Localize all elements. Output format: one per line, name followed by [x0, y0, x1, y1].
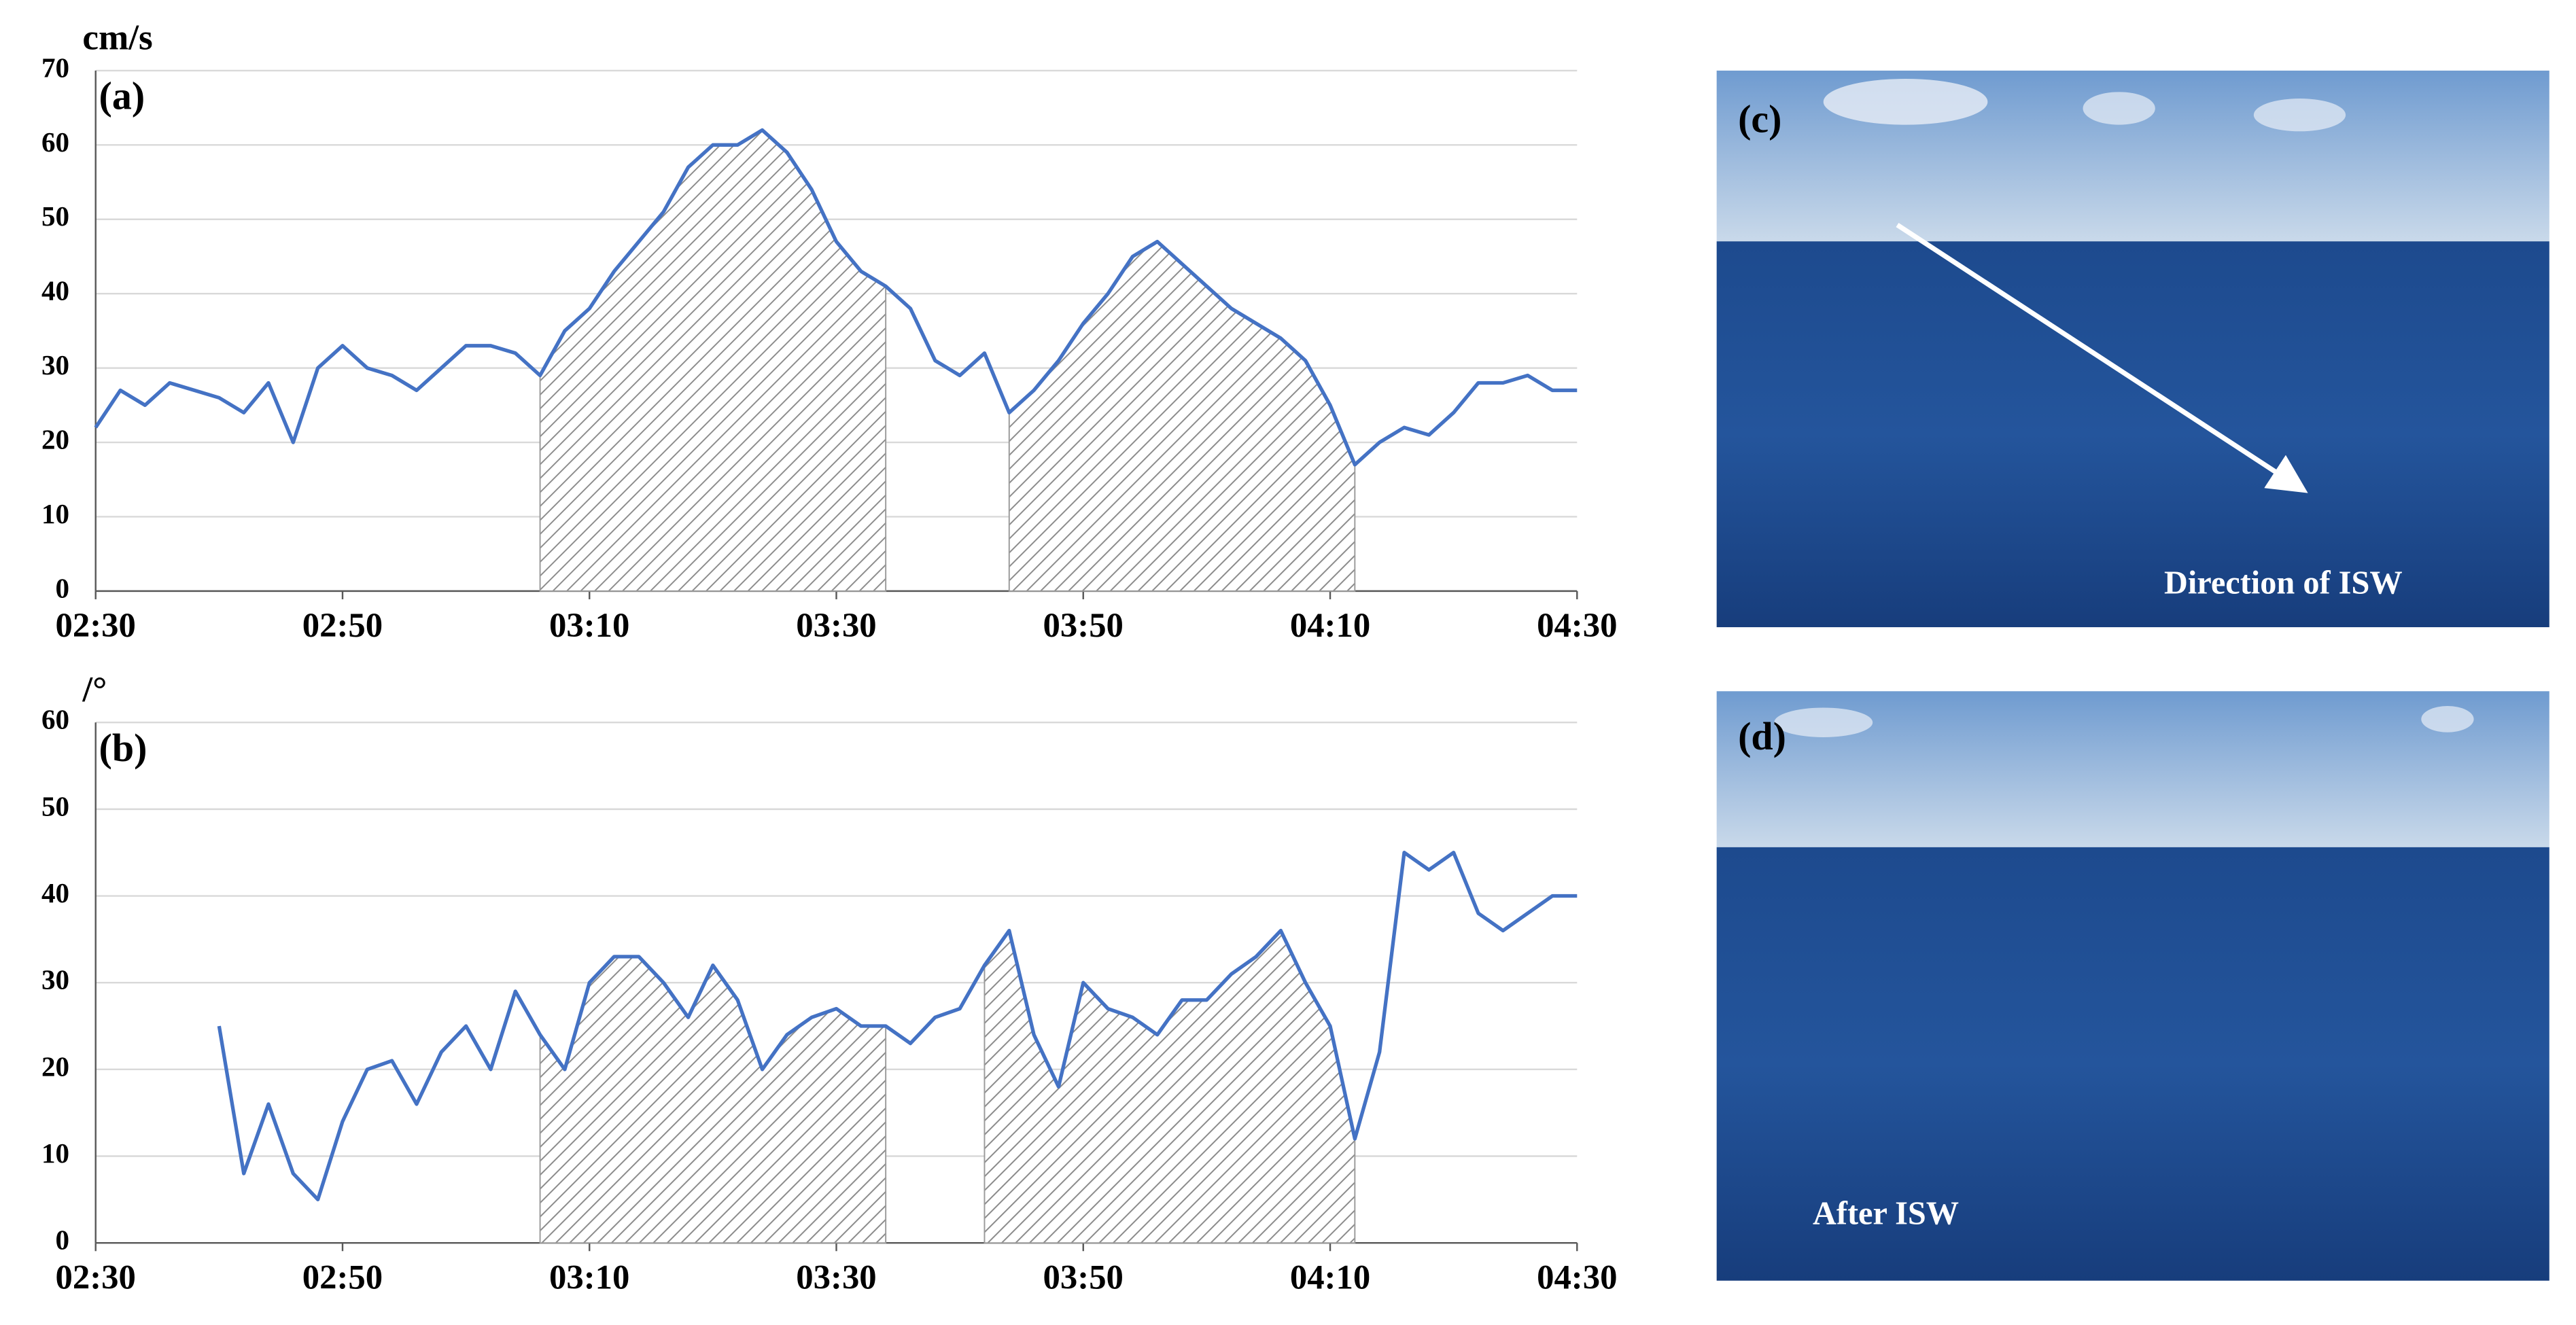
photo-caption: After ISW: [1813, 1196, 1959, 1232]
shaded-area: [539, 129, 887, 592]
y-tick-label: 40: [41, 275, 69, 306]
x-tick-label: 04:30: [1537, 606, 1617, 644]
shaded-area: [984, 929, 1356, 1244]
panel-label: (b): [99, 726, 147, 770]
x-tick-label: 02:50: [302, 1258, 383, 1296]
y-axis-label: /°: [82, 670, 107, 709]
x-tick-label: 03:30: [796, 606, 876, 644]
shaded-area: [539, 955, 887, 1244]
x-tick-label: 03:50: [1043, 606, 1124, 644]
photo-label: (d): [1738, 714, 1786, 758]
line: [94, 128, 1578, 467]
y-axis-label: cm/s: [82, 18, 152, 58]
x-tick-label: 04:10: [1290, 1258, 1370, 1296]
photo-d: (d) After ISW: [1716, 691, 2549, 1281]
line: [217, 851, 1578, 1202]
photo-c: (c) Direction of ISW: [1716, 70, 2549, 628]
y-tick-label: 30: [41, 349, 69, 381]
y-tick-label: 70: [41, 52, 69, 83]
y-tick-label: 10: [41, 1137, 69, 1169]
y-tick-label: 0: [56, 572, 70, 603]
x-tick-label: 03:10: [549, 1258, 629, 1296]
x-tick-label: 02:50: [302, 606, 383, 644]
y-tick-label: 20: [41, 1050, 69, 1082]
photo-label: (c): [1738, 97, 1781, 141]
x-tick-label: 04:30: [1537, 1258, 1617, 1296]
y-tick-label: 20: [41, 423, 69, 455]
y-tick-label: 0: [56, 1224, 70, 1256]
x-tick-label: 02:30: [56, 606, 136, 644]
y-tick-label: 50: [41, 200, 69, 232]
y-tick-label: 30: [41, 964, 69, 995]
photo-caption: Direction of ISW: [2164, 565, 2403, 601]
x-tick-label: 02:30: [56, 1258, 136, 1296]
x-tick-label: 04:10: [1290, 606, 1370, 644]
y-tick-label: 50: [41, 790, 69, 822]
x-tick-label: 03:30: [796, 1258, 876, 1296]
y-tick-label: 10: [41, 498, 69, 529]
x-tick-label: 03:50: [1043, 1258, 1124, 1296]
panel-label: (a): [99, 74, 145, 118]
x-tick-label: 03:10: [549, 606, 629, 644]
y-tick-label: 40: [41, 877, 69, 908]
y-tick-label: 60: [41, 126, 69, 158]
y-tick-label: 60: [41, 704, 69, 735]
